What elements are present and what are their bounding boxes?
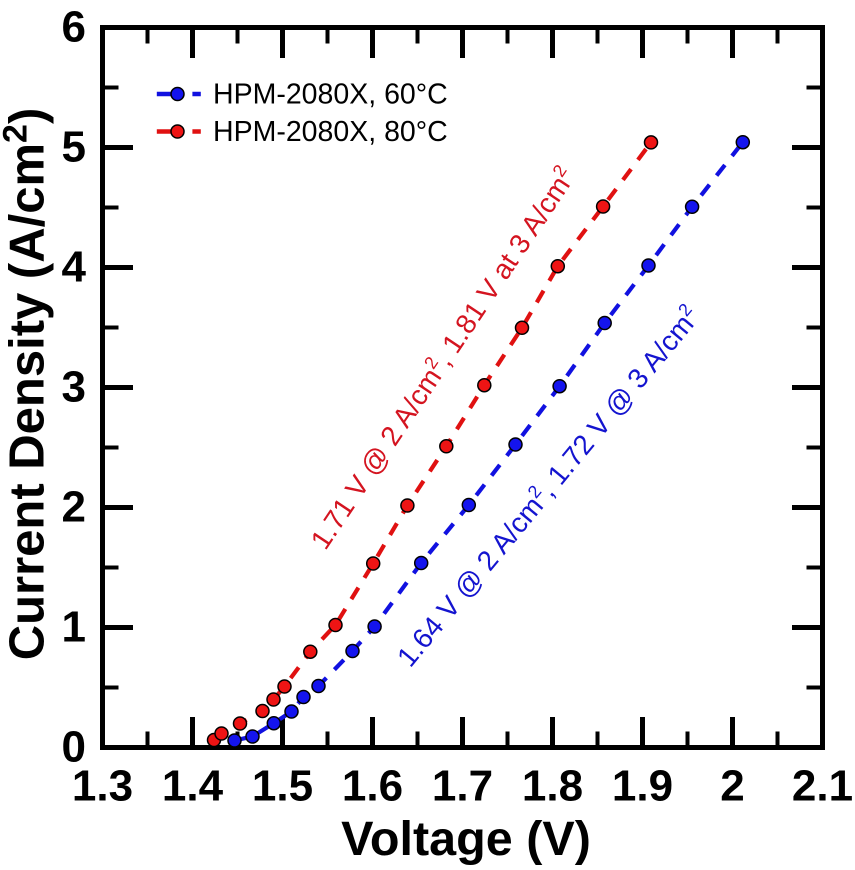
svg-text:6: 6 xyxy=(62,3,86,52)
svg-text:2: 2 xyxy=(720,762,744,811)
svg-text:1: 1 xyxy=(62,603,86,652)
svg-text:2.1: 2.1 xyxy=(792,762,853,811)
svg-text:1.9: 1.9 xyxy=(612,762,673,811)
svg-text:HPM-2080X, 60°C: HPM-2080X, 60°C xyxy=(213,78,448,110)
svg-text:HPM-2080X, 80°C: HPM-2080X, 80°C xyxy=(213,116,448,148)
svg-text:Current Density (A/cm2): Current Density (A/cm2) xyxy=(0,108,55,661)
svg-text:3: 3 xyxy=(62,363,86,412)
svg-text:4: 4 xyxy=(62,243,87,292)
svg-text:1.7: 1.7 xyxy=(432,762,493,811)
svg-text:1.4: 1.4 xyxy=(162,762,224,811)
svg-text:1.8: 1.8 xyxy=(522,762,583,811)
svg-text:0: 0 xyxy=(62,723,86,772)
svg-text:1.3: 1.3 xyxy=(72,762,133,811)
svg-text:5: 5 xyxy=(62,123,86,172)
svg-text:1.5: 1.5 xyxy=(252,762,313,811)
svg-text:Voltage (V): Voltage (V) xyxy=(341,812,591,866)
svg-text:2: 2 xyxy=(62,483,86,532)
svg-text:1.6: 1.6 xyxy=(342,762,403,811)
